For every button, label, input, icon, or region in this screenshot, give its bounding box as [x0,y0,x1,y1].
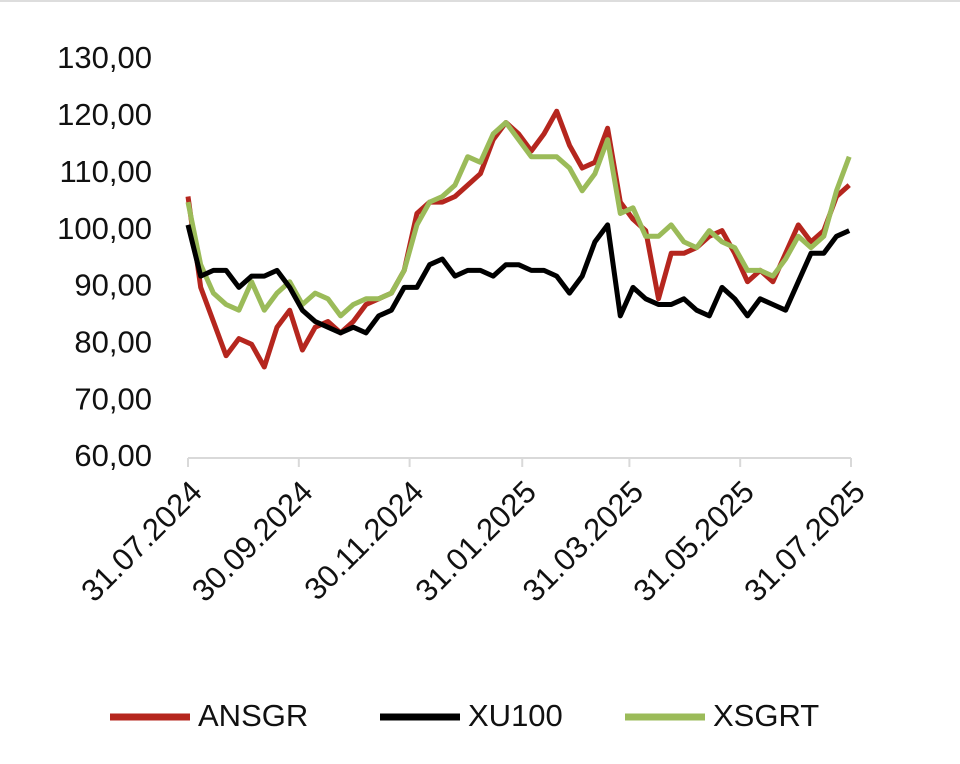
y-tick-label: 130,00 [57,40,152,75]
legend-label: XU100 [468,698,563,733]
series-line [185,120,852,319]
series-line [185,222,851,336]
y-tick-label: 60,00 [74,438,152,473]
legend-label: XSGRT [713,698,819,733]
legend-label: ANSGR [198,698,308,733]
y-tick-label: 120,00 [57,97,152,132]
series-line [185,108,851,370]
y-tick-label: 110,00 [59,154,152,189]
y-tick-label: 80,00 [74,324,152,359]
y-tick-label: 90,00 [74,268,152,303]
y-tick-label: 70,00 [74,381,152,416]
x-tick-label: 30.09.2024 [185,474,319,608]
y-tick-label: 100,00 [57,211,152,246]
x-tick-label: 31.07.2025 [737,474,871,608]
